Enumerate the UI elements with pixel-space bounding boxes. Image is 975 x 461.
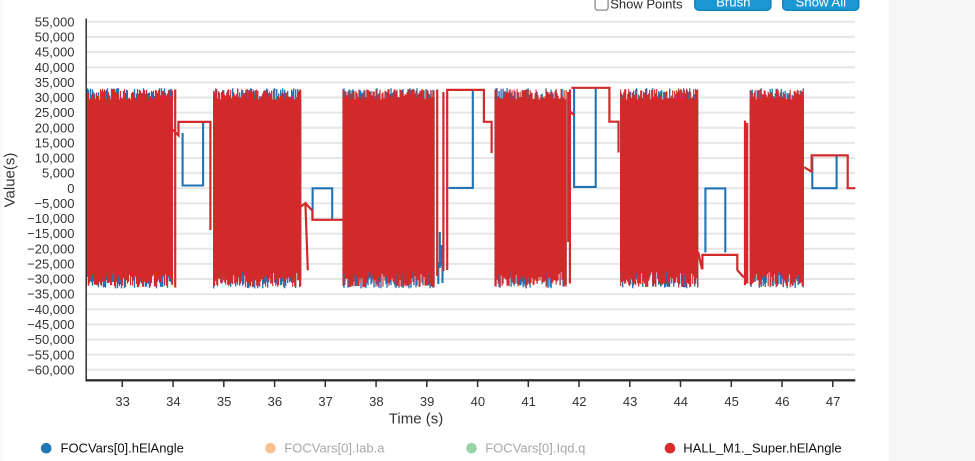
svg-text:5,000: 5,000 (42, 166, 75, 181)
svg-text:−25,000: −25,000 (27, 257, 74, 272)
svg-text:36: 36 (268, 394, 282, 409)
svg-text:33: 33 (115, 394, 129, 409)
svg-text:30,000: 30,000 (35, 90, 75, 105)
svg-text:20,000: 20,000 (35, 120, 75, 135)
svg-text:40,000: 40,000 (35, 60, 75, 75)
svg-text:−45,000: −45,000 (27, 317, 74, 332)
svg-text:−5,000: −5,000 (34, 196, 74, 211)
svg-text:40: 40 (471, 394, 485, 409)
svg-text:Time (s): Time (s) (389, 411, 443, 428)
svg-text:25,000: 25,000 (35, 105, 75, 120)
svg-text:−20,000: −20,000 (27, 241, 74, 256)
svg-text:FOCVars[0].Iab.a: FOCVars[0].Iab.a (284, 441, 385, 456)
svg-text:34: 34 (166, 394, 180, 409)
svg-text:35: 35 (217, 394, 231, 409)
svg-text:45: 45 (724, 394, 738, 409)
svg-text:35,000: 35,000 (35, 75, 75, 90)
svg-text:45,000: 45,000 (35, 45, 75, 60)
svg-text:−10,000: −10,000 (27, 211, 74, 226)
svg-text:Show Points: Show Points (610, 0, 683, 12)
svg-text:FOCVars[0].Iqd.q: FOCVars[0].Iqd.q (485, 441, 585, 456)
svg-text:38: 38 (369, 394, 383, 409)
svg-text:Value(s): Value(s) (2, 153, 19, 208)
svg-text:42: 42 (572, 394, 586, 409)
svg-text:43: 43 (623, 394, 637, 409)
svg-text:FOCVars[0].hElAngle: FOCVars[0].hElAngle (61, 441, 184, 456)
svg-text:47: 47 (826, 394, 840, 409)
svg-text:10,000: 10,000 (35, 151, 75, 166)
svg-text:−60,000: −60,000 (27, 362, 74, 377)
svg-text:41: 41 (521, 394, 535, 409)
svg-text:Show All: Show All (796, 0, 847, 9)
svg-text:−15,000: −15,000 (27, 226, 74, 241)
svg-text:55,000: 55,000 (35, 14, 75, 29)
svg-text:Brush: Brush (716, 0, 750, 9)
svg-text:−55,000: −55,000 (27, 347, 74, 362)
svg-text:0: 0 (67, 181, 74, 196)
svg-text:−40,000: −40,000 (27, 302, 74, 317)
svg-text:HALL_M1._Super.hElAngle: HALL_M1._Super.hElAngle (683, 441, 841, 456)
svg-text:50,000: 50,000 (35, 30, 75, 45)
svg-text:44: 44 (674, 394, 688, 409)
svg-text:−35,000: −35,000 (27, 287, 74, 302)
svg-text:46: 46 (775, 394, 789, 409)
svg-text:−50,000: −50,000 (27, 332, 74, 347)
svg-text:−30,000: −30,000 (27, 272, 74, 287)
svg-text:15,000: 15,000 (35, 135, 75, 150)
svg-text:37: 37 (318, 394, 332, 409)
svg-text:39: 39 (420, 394, 434, 409)
